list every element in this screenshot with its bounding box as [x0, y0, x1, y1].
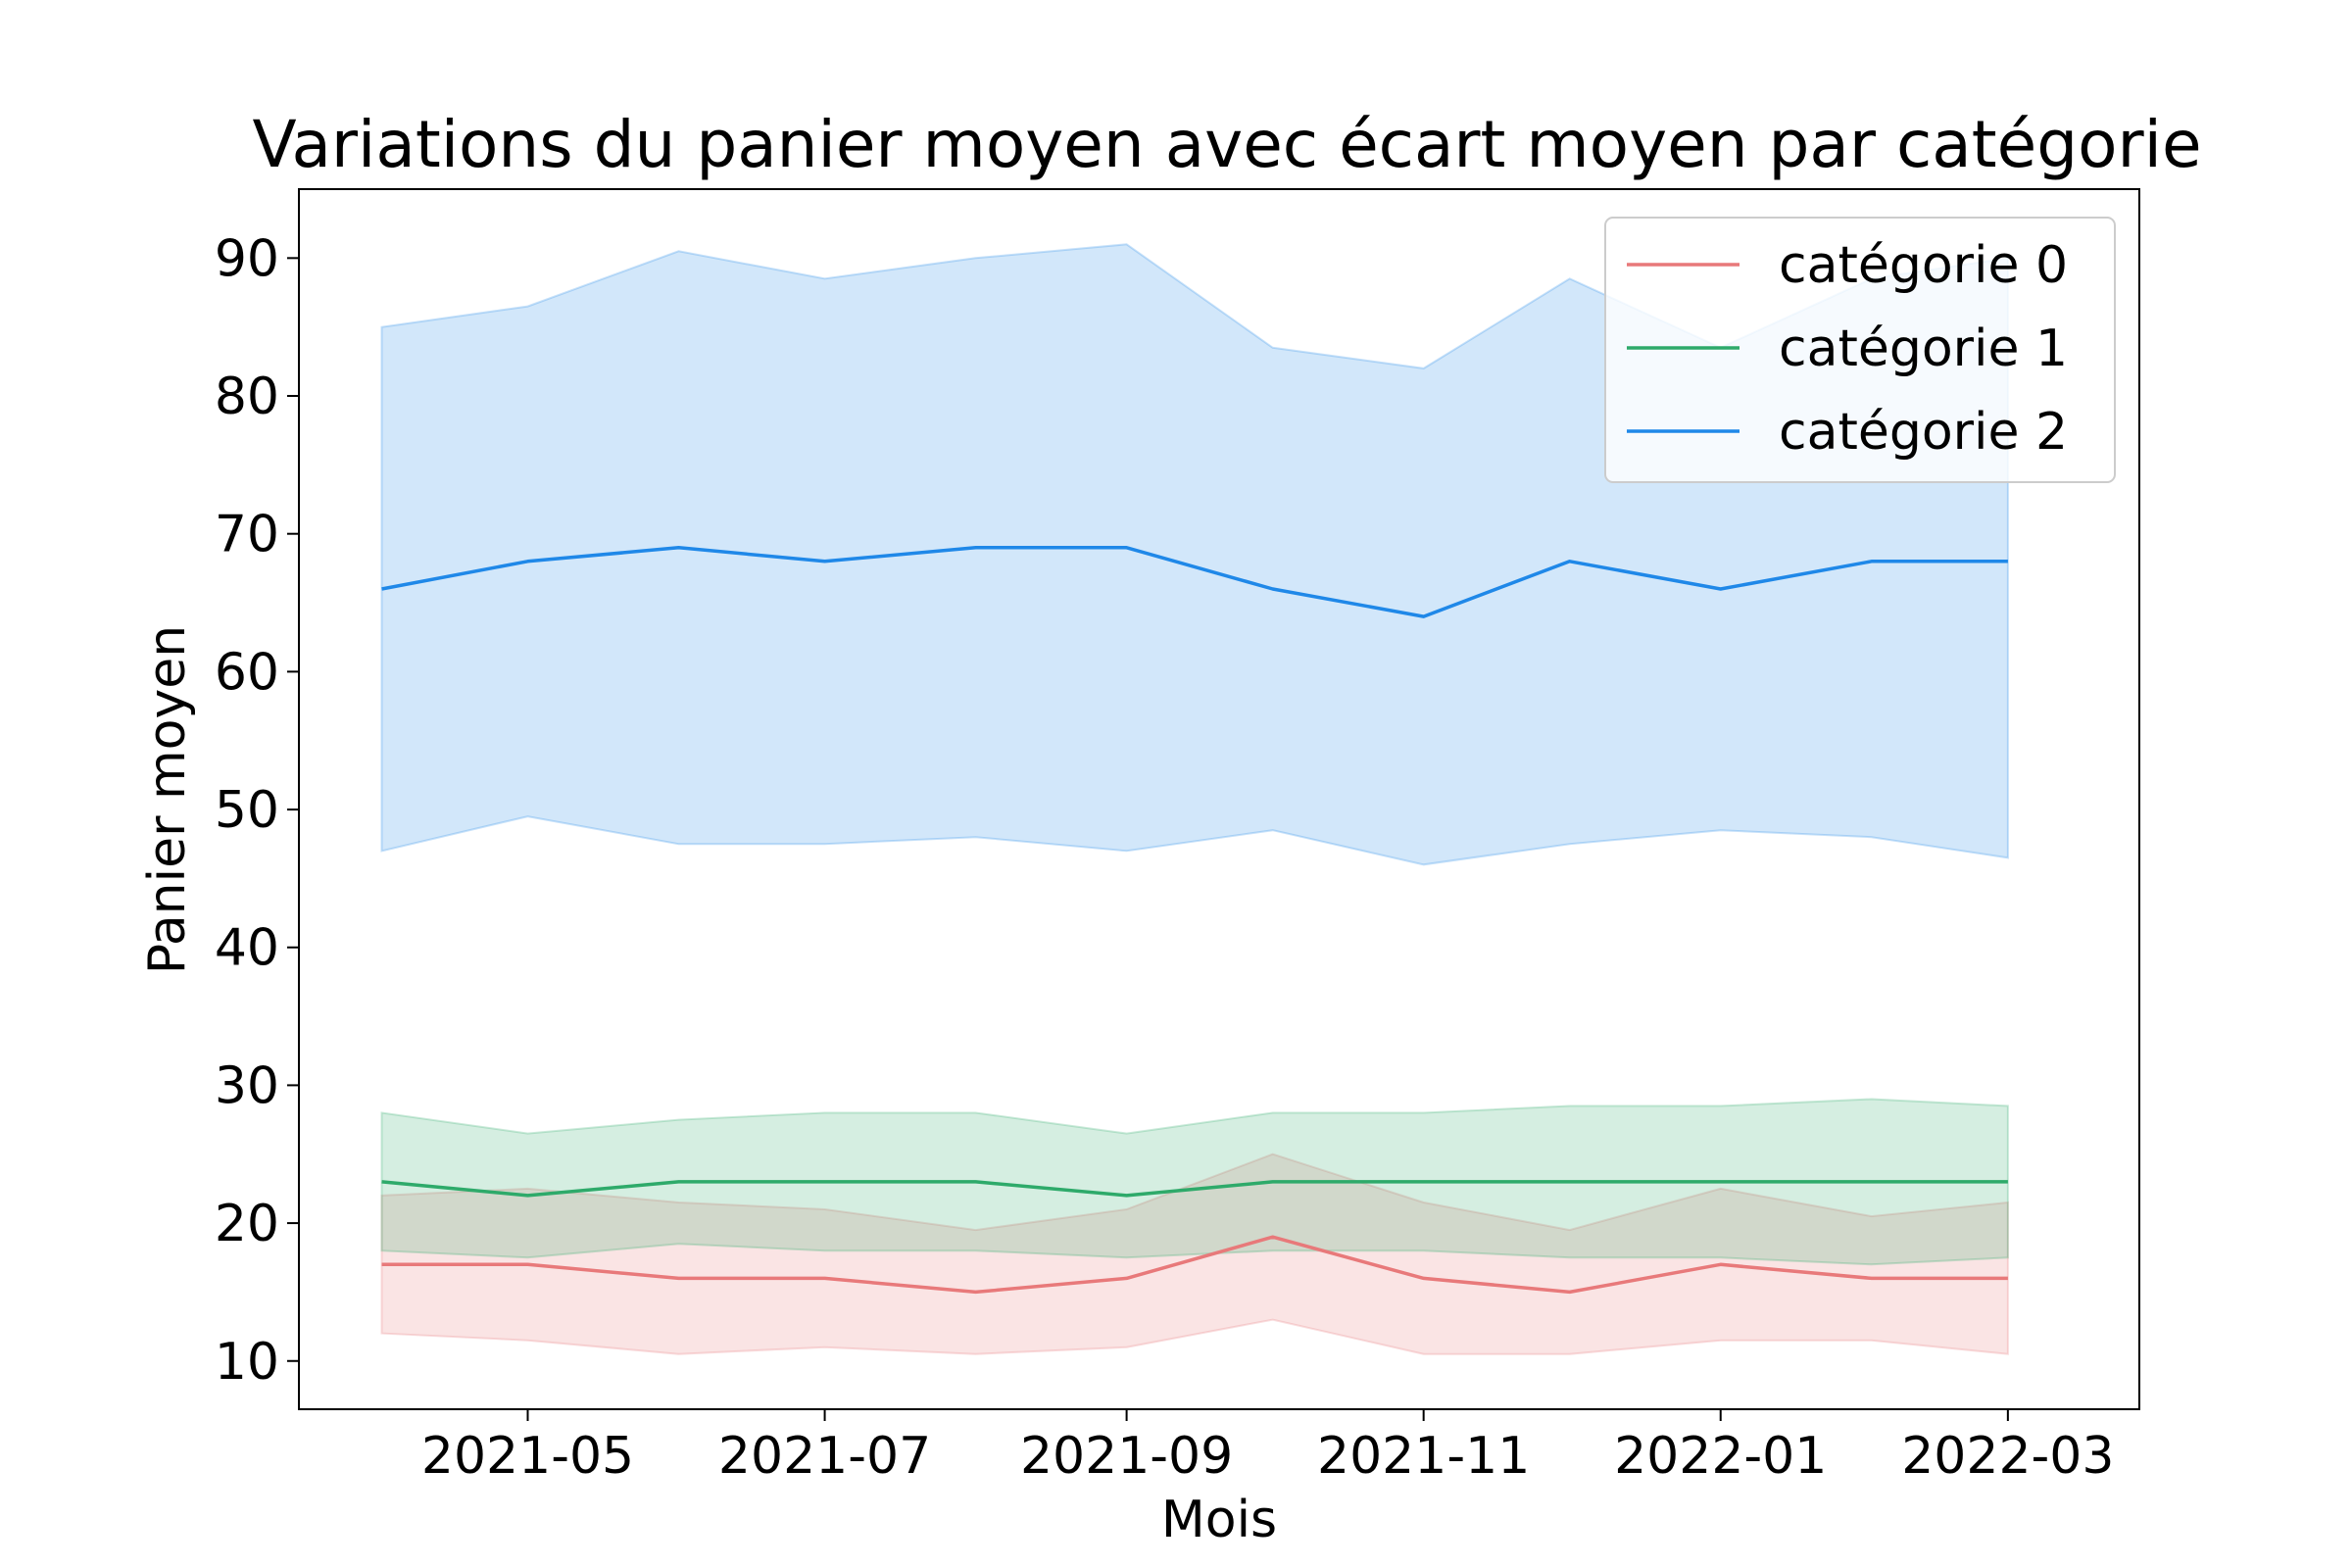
x-axis-ticks: 2021-05 2021-07 2021-09 2021-11 2022-01 2022-…: [421, 1409, 2114, 1486]
legend: catégorie 0 catégorie 1 catégorie 2: [1604, 217, 2116, 483]
legend-label: catégorie 0: [1779, 236, 2068, 295]
y-axis-ticks: 10 20 30 40 50 60 70 80 90: [215, 229, 299, 1392]
x-tick-label: 2022-03: [1901, 1427, 2114, 1486]
y-tick-label: 90: [215, 229, 279, 288]
band-categorie-2: [380, 243, 2009, 866]
y-tick-label: 50: [215, 781, 279, 840]
chart-title: Variations du panier moyen avec écart mo…: [252, 107, 2201, 182]
legend-label: catégorie 2: [1779, 403, 2068, 462]
x-tick-label: 2021-07: [718, 1427, 931, 1486]
line-categorie-0: [381, 1235, 2008, 1295]
legend-label: catégorie 1: [1779, 319, 2068, 378]
y-tick-label: 70: [215, 506, 279, 564]
x-axis-label: Mois: [1161, 1491, 1277, 1549]
x-tick-label: 2021-09: [1020, 1427, 1233, 1486]
plot-frame: [298, 188, 2140, 1410]
line-categorie-2: [381, 546, 2008, 618]
y-tick-label: 40: [215, 919, 279, 978]
y-tick-label: 30: [215, 1056, 279, 1115]
legend-box: [1604, 217, 2116, 483]
band-categorie-1: [380, 1098, 2009, 1266]
x-tick-label: 2021-11: [1317, 1427, 1530, 1486]
y-tick-label: 60: [215, 643, 279, 702]
x-tick-label: 2021-05: [421, 1427, 634, 1486]
y-tick-label: 10: [215, 1333, 279, 1392]
confidence-bands: [380, 243, 2009, 1355]
y-axis-label: Panier moyen: [138, 625, 197, 974]
y-tick-label: 80: [215, 368, 279, 426]
series-lines: [381, 546, 2008, 1295]
band-categorie-0: [380, 1152, 2009, 1355]
y-tick-label: 20: [215, 1195, 279, 1253]
x-tick-label: 2022-01: [1614, 1427, 1827, 1486]
line-categorie-1: [381, 1180, 2008, 1198]
